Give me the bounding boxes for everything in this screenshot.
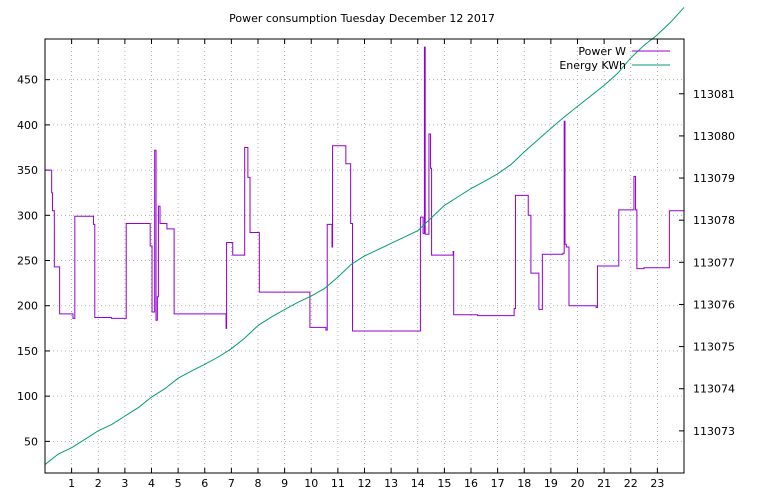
y2-tick-label: 113076 — [693, 298, 735, 311]
legend-label: Energy KWh — [559, 59, 626, 72]
x-tick-label: 19 — [544, 477, 558, 490]
x-tick-label: 4 — [148, 477, 155, 490]
x-tick-label: 3 — [121, 477, 128, 490]
chart-title: Power consumption Tuesday December 12 20… — [229, 12, 495, 25]
x-tick-label: 6 — [201, 477, 208, 490]
y-tick-label: 300 — [17, 209, 38, 222]
y2-tick-label: 113077 — [693, 256, 735, 269]
x-tick-label: 12 — [358, 477, 372, 490]
legend-label: Power W — [578, 45, 626, 58]
series-line-energy-kwh — [44, 7, 685, 465]
x-tick-label: 5 — [175, 477, 182, 490]
x-tick-label: 16 — [464, 477, 478, 490]
x-tick-label: 1 — [68, 477, 75, 490]
y2-tick-label: 113075 — [693, 341, 735, 354]
x-tick-label: 10 — [304, 477, 318, 490]
x-tick-label: 2 — [95, 477, 102, 490]
x-tick-label: 23 — [650, 477, 664, 490]
x-tick-label: 18 — [517, 477, 531, 490]
y-tick-label: 350 — [17, 164, 38, 177]
x-tick-label: 15 — [437, 477, 451, 490]
y2-tick-label: 113078 — [693, 214, 735, 227]
x-tick-label: 22 — [624, 477, 638, 490]
x-tick-label: 11 — [331, 477, 345, 490]
y-tick-label: 200 — [17, 300, 38, 313]
y-tick-labels: 50 100 150 200 250 300 350 400 450 — [17, 74, 38, 449]
y2-tick-label: 113074 — [693, 383, 735, 396]
y2-tick-labels: 113073 113074 113075 113076 113077 113078 1130… — [693, 88, 735, 438]
x-tick-label: 13 — [384, 477, 398, 490]
plot-frame — [44, 38, 685, 474]
series-line-power-w — [45, 46, 684, 332]
y2-tick-label: 113073 — [693, 425, 735, 438]
x-tick-labels: 1 2 3 4 5 6 7 8 9 10 11 12 13 14 15 16 17 18 19 20 21 22 23 — [68, 477, 664, 490]
y-tick-label: 450 — [17, 74, 38, 87]
y2-tick-label: 113080 — [693, 130, 735, 143]
y-tick-label: 100 — [17, 390, 38, 403]
x-tick-label: 9 — [281, 477, 288, 490]
x-tick-label: 8 — [255, 477, 262, 490]
x-tick-label: 7 — [228, 477, 235, 490]
y-tick-label: 150 — [17, 345, 38, 358]
x-tick-label: 17 — [491, 477, 505, 490]
x-tick-label: 14 — [411, 477, 425, 490]
y2-tick-label: 113079 — [693, 172, 735, 185]
x-tick-label: 21 — [597, 477, 611, 490]
y-tick-label: 250 — [17, 255, 38, 268]
x-tick-label: 20 — [571, 477, 585, 490]
y2-tick-label: 113081 — [693, 88, 735, 101]
series-lines — [44, 7, 685, 465]
y-tick-label: 400 — [17, 119, 38, 132]
axis-ticks — [45, 39, 684, 473]
y-tick-label: 50 — [24, 435, 38, 448]
